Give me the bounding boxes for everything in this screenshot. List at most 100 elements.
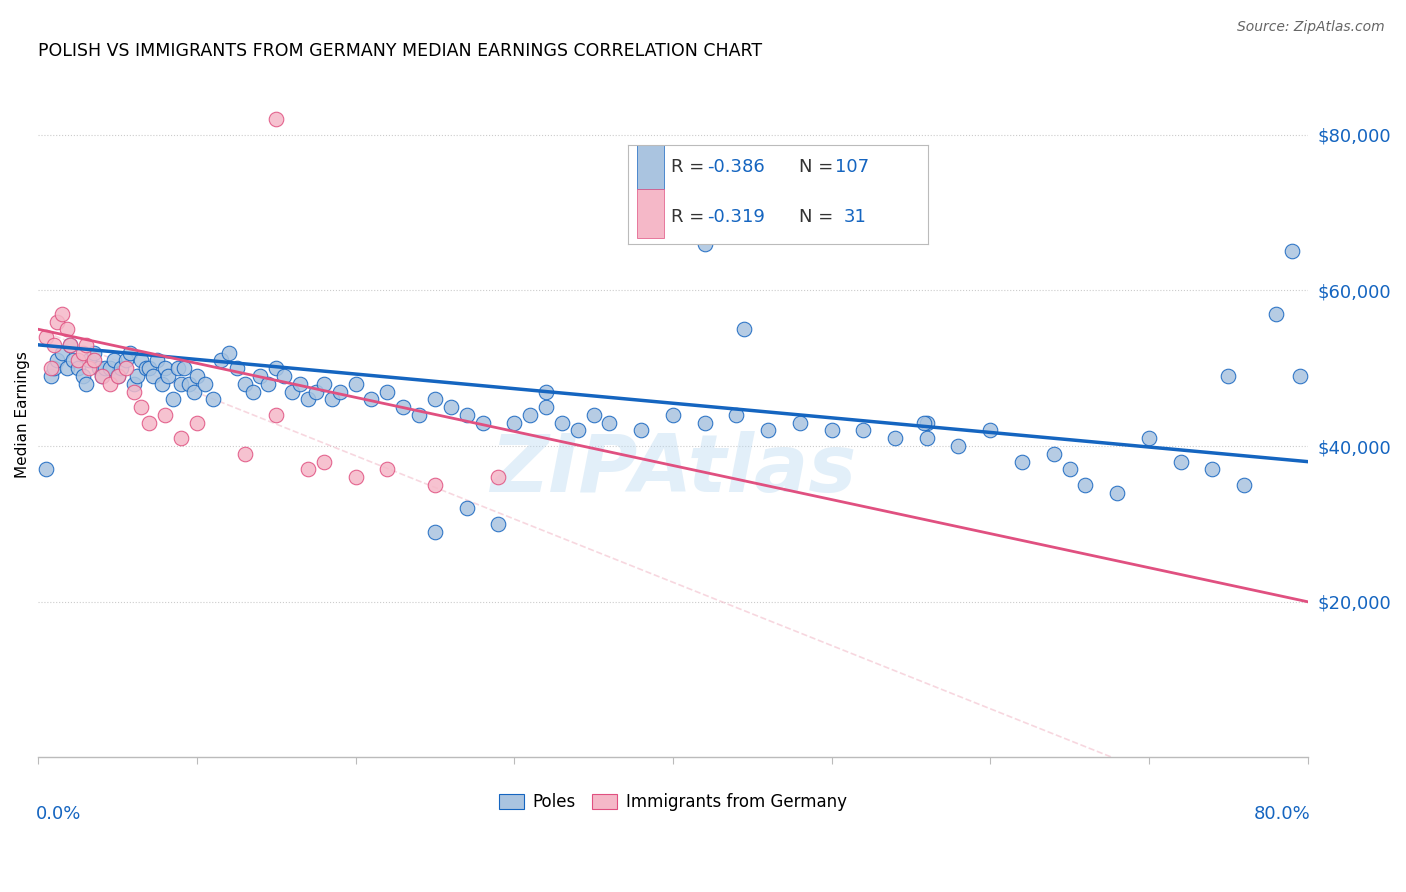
Point bbox=[630, 424, 652, 438]
Point bbox=[155, 408, 177, 422]
Point bbox=[39, 369, 62, 384]
Point bbox=[46, 314, 69, 328]
Point bbox=[35, 462, 58, 476]
Point bbox=[170, 431, 193, 445]
Point bbox=[789, 416, 811, 430]
Point bbox=[1042, 447, 1064, 461]
Text: ZIPAtlas: ZIPAtlas bbox=[489, 431, 856, 508]
Point bbox=[1201, 462, 1223, 476]
Point bbox=[471, 416, 494, 430]
Point bbox=[150, 376, 173, 391]
Point bbox=[103, 353, 125, 368]
Point bbox=[1281, 244, 1303, 259]
Point bbox=[662, 408, 685, 422]
Point bbox=[56, 361, 79, 376]
Point bbox=[46, 353, 69, 368]
Point bbox=[693, 416, 716, 430]
Point bbox=[155, 361, 177, 376]
Bar bbox=[637, 188, 664, 238]
Point bbox=[693, 236, 716, 251]
Point bbox=[266, 408, 288, 422]
Text: N =: N = bbox=[799, 208, 839, 226]
Point bbox=[173, 361, 195, 376]
Point bbox=[979, 424, 1001, 438]
Point bbox=[266, 112, 288, 127]
Point bbox=[90, 369, 112, 384]
Point bbox=[534, 400, 557, 414]
Text: N =: N = bbox=[799, 158, 839, 176]
Point bbox=[486, 470, 509, 484]
Text: POLISH VS IMMIGRANTS FROM GERMANY MEDIAN EARNINGS CORRELATION CHART: POLISH VS IMMIGRANTS FROM GERMANY MEDIAN… bbox=[38, 42, 762, 60]
Point bbox=[138, 416, 160, 430]
Point bbox=[177, 376, 200, 391]
Point bbox=[948, 439, 970, 453]
Text: 80.0%: 80.0% bbox=[1253, 805, 1310, 823]
Point bbox=[598, 416, 620, 430]
Point bbox=[201, 392, 224, 407]
Point bbox=[131, 353, 153, 368]
Point bbox=[39, 361, 62, 376]
Point bbox=[120, 345, 142, 359]
Point bbox=[122, 384, 145, 399]
Point bbox=[377, 462, 399, 476]
Legend: Poles, Immigrants from Germany: Poles, Immigrants from Germany bbox=[492, 786, 853, 818]
Point bbox=[186, 369, 208, 384]
Point bbox=[1170, 455, 1192, 469]
Text: R =: R = bbox=[672, 158, 710, 176]
Point bbox=[440, 400, 463, 414]
Point bbox=[77, 361, 100, 376]
Point bbox=[75, 338, 97, 352]
Point bbox=[157, 369, 180, 384]
Point bbox=[486, 516, 509, 531]
Point bbox=[288, 376, 311, 391]
Text: 0.0%: 0.0% bbox=[35, 805, 82, 823]
Point bbox=[44, 361, 66, 376]
Point bbox=[183, 384, 205, 399]
Y-axis label: Median Earnings: Median Earnings bbox=[15, 351, 30, 478]
Point bbox=[83, 353, 105, 368]
Point bbox=[551, 416, 574, 430]
Point bbox=[146, 353, 169, 368]
Point bbox=[297, 392, 319, 407]
Point bbox=[503, 416, 526, 430]
Point bbox=[114, 361, 136, 376]
Point bbox=[709, 228, 731, 243]
Point bbox=[456, 408, 478, 422]
Bar bbox=[637, 139, 664, 188]
Point bbox=[852, 424, 875, 438]
Point bbox=[884, 431, 907, 445]
Point bbox=[392, 400, 415, 414]
Point bbox=[72, 345, 94, 359]
Point bbox=[297, 462, 319, 476]
Point bbox=[377, 384, 399, 399]
Point bbox=[1011, 455, 1033, 469]
Point bbox=[59, 338, 82, 352]
Point bbox=[218, 345, 240, 359]
Point bbox=[75, 376, 97, 391]
Point bbox=[131, 400, 153, 414]
Point bbox=[233, 447, 256, 461]
Point bbox=[110, 361, 132, 376]
Point bbox=[915, 416, 938, 430]
Point bbox=[725, 408, 748, 422]
Point bbox=[321, 392, 343, 407]
Point bbox=[567, 424, 589, 438]
Point bbox=[233, 376, 256, 391]
Point bbox=[423, 478, 446, 492]
Point bbox=[1137, 431, 1160, 445]
Point bbox=[273, 369, 295, 384]
Point bbox=[249, 369, 271, 384]
Point bbox=[170, 376, 193, 391]
Text: 107: 107 bbox=[835, 158, 869, 176]
Point bbox=[135, 361, 157, 376]
Point bbox=[51, 307, 73, 321]
Point bbox=[44, 338, 66, 352]
Point bbox=[305, 384, 328, 399]
Point bbox=[94, 361, 117, 376]
Point bbox=[820, 424, 842, 438]
Point bbox=[90, 369, 112, 384]
Point bbox=[360, 392, 382, 407]
Point bbox=[59, 338, 82, 352]
Point bbox=[329, 384, 352, 399]
Point bbox=[62, 353, 84, 368]
